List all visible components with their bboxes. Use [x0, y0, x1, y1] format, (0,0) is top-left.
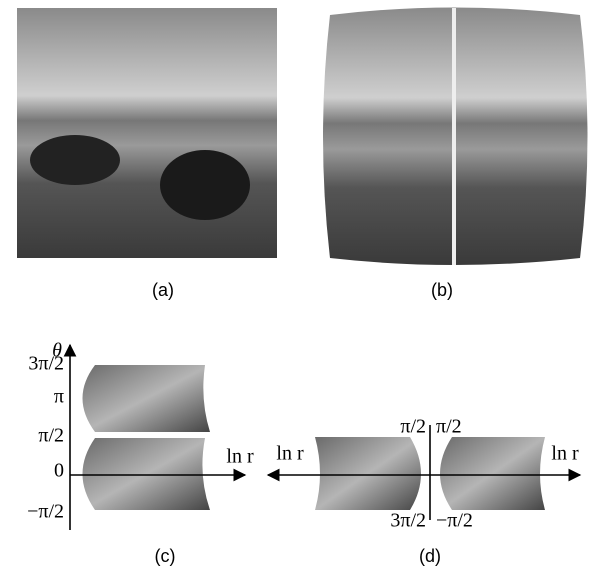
caption: (d): [419, 546, 441, 566]
tick-label: 0: [54, 460, 64, 482]
figure: (a) (b) θ ln r 3π/2 π π/2 0 −π/2 (c) ln …: [0, 0, 591, 571]
caption: (c): [155, 546, 176, 566]
palm: [160, 150, 250, 220]
panel-b: (b): [323, 8, 588, 300]
tick-label: π: [54, 386, 64, 408]
tick-label: −π/2: [27, 501, 64, 523]
log-polar-image: [315, 437, 421, 510]
axis-label: ln r: [276, 443, 304, 465]
tick-label: π/2: [38, 425, 64, 447]
axis-label: ln r: [551, 443, 579, 465]
caption: (a): [152, 280, 174, 300]
tick-label: 3π/2: [28, 353, 64, 375]
log-polar-image: [83, 365, 211, 432]
tick-label: π/2: [400, 416, 426, 438]
palm: [30, 135, 120, 185]
log-polar-image: [83, 438, 211, 510]
panel-a: (a): [17, 8, 277, 300]
panel-c: θ ln r 3π/2 π π/2 0 −π/2 (c): [27, 340, 254, 566]
axis-label: ln r: [226, 446, 254, 468]
panel-d: ln r ln r π/2 π/2 3π/2 −π/2 (d): [268, 416, 580, 566]
tick-label: −π/2: [436, 510, 473, 532]
caption: (b): [431, 280, 453, 300]
tick-label: 3π/2: [390, 510, 426, 532]
tick-label: π/2: [436, 416, 462, 438]
log-polar-image: [440, 437, 545, 510]
photo: [17, 8, 277, 258]
